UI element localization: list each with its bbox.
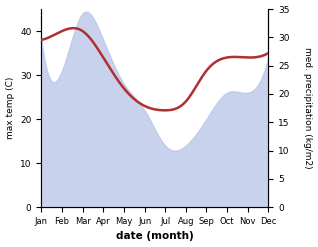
X-axis label: date (month): date (month) [116,231,194,242]
Y-axis label: max temp (C): max temp (C) [5,77,15,139]
Y-axis label: med. precipitation (kg/m2): med. precipitation (kg/m2) [303,47,313,169]
